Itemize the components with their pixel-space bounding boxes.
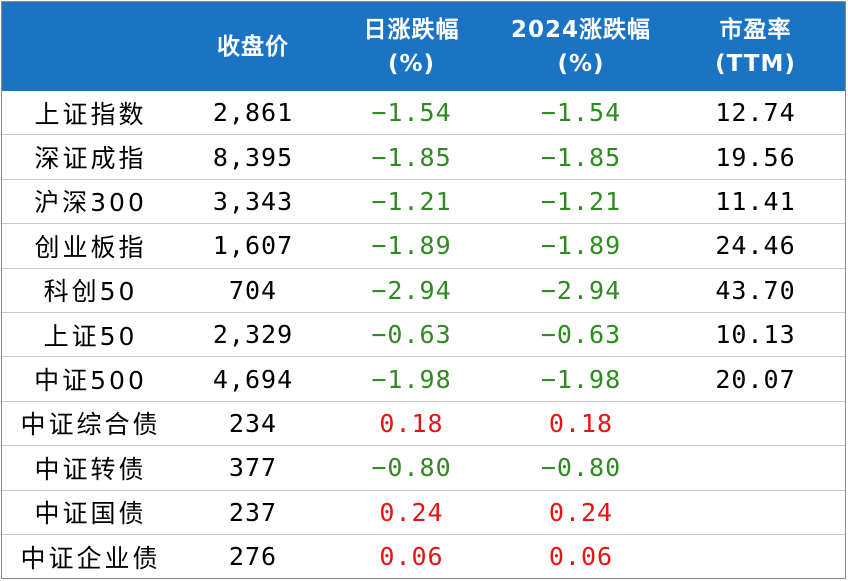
- index-name-cell: 沪深300: [2, 179, 179, 225]
- ytd-change-cell: −1.85: [496, 134, 666, 180]
- pe-ratio-cell: [666, 534, 845, 578]
- header-daily-change-line1: 日涨跌幅: [363, 16, 460, 43]
- index-name-cell: 中证企业债: [20, 543, 161, 573]
- daily-change-cell: −1.54: [327, 91, 496, 136]
- header-pe: 市盈率 (TTM): [666, 2, 845, 91]
- ytd-change-cell: 0.24: [496, 490, 666, 535]
- pe-ratio-cell: [666, 490, 845, 535]
- table-row: 中证国债 237 0.24 0.24: [2, 490, 845, 535]
- table-row: 沪深300 3,343 −1.21 −1.21 11.41: [2, 179, 845, 225]
- close-price-cell: 234: [179, 401, 327, 447]
- header-row: 收盘价 日涨跌幅 (%) 2024涨跌幅 (%) 市盈率 (TTM): [2, 2, 845, 91]
- index-name-cell: 中证500: [2, 356, 179, 402]
- daily-change-cell: 0.06: [379, 542, 444, 572]
- ytd-change-cell: −2.94: [496, 268, 666, 313]
- ytd-change-cell: 0.06: [548, 542, 614, 572]
- pe-ratio-cell: 10.13: [666, 312, 845, 358]
- index-name-cell: 中证国债: [2, 490, 179, 535]
- header-daily-change-unit: (%): [387, 50, 436, 77]
- ytd-change-cell: −1.21: [496, 179, 666, 225]
- daily-change-cell: −1.85: [327, 134, 496, 180]
- header-ytd-change: 2024涨跌幅 (%): [496, 2, 666, 91]
- daily-change-cell: −1.89: [327, 223, 496, 269]
- table-row: 中证500 4,694 −1.98 −1.98 20.07: [2, 356, 845, 402]
- close-price-cell: 237: [179, 490, 327, 535]
- ytd-change-cell: −0.63: [496, 312, 666, 358]
- table-row: 上证指数 2,861 −1.54 −1.54 12.74: [2, 91, 845, 136]
- pe-ratio-cell: 20.07: [666, 356, 845, 402]
- close-price-cell: 377: [179, 445, 327, 491]
- header-daily-change: 日涨跌幅 (%): [327, 2, 496, 91]
- header-close-price-label: 收盘价: [217, 33, 289, 60]
- index-name-cell: 中证转债: [2, 445, 179, 491]
- index-name-cell: 深证成指: [2, 134, 179, 180]
- daily-change-cell: −0.63: [327, 312, 496, 358]
- index-name-cell: 上证指数: [2, 91, 179, 136]
- daily-change-cell: −0.80: [327, 445, 496, 491]
- index-name-cell: 上证50: [2, 312, 179, 358]
- daily-change-cell: −1.98: [327, 356, 496, 402]
- header-pe-line1: 市盈率: [719, 16, 792, 43]
- close-price-cell: 4,694: [179, 356, 327, 402]
- header-close-price: 收盘价: [179, 2, 327, 91]
- pe-ratio-cell: 19.56: [666, 134, 845, 180]
- index-name-cell: 创业板指: [2, 223, 179, 269]
- header-corner: [2, 2, 179, 91]
- close-price-cell: 276: [228, 542, 278, 572]
- table-row: 深证成指 8,395 −1.85 −1.85 19.56: [2, 134, 845, 180]
- close-price-cell: 2,861: [179, 91, 327, 136]
- pe-ratio-cell: 11.41: [666, 179, 845, 225]
- pe-ratio-cell: [666, 401, 845, 447]
- ytd-change-cell: −1.89: [496, 223, 666, 269]
- ytd-change-cell: 0.18: [496, 401, 666, 447]
- close-price-cell: 1,607: [179, 223, 327, 269]
- daily-change-cell: 0.24: [327, 490, 496, 535]
- close-price-cell: 3,343: [179, 179, 327, 225]
- table-body: 上证指数 2,861 −1.54 −1.54 12.74 深证成指 8,395 −1.85 −1…: [2, 91, 845, 578]
- daily-change-cell: −2.94: [327, 268, 496, 313]
- pe-ratio-cell: 12.74: [666, 91, 845, 136]
- ytd-change-cell: −0.80: [496, 445, 666, 491]
- table-row: 中证综合债 234 0.18 0.18: [2, 401, 845, 447]
- pe-ratio-cell: 43.70: [666, 268, 845, 313]
- index-name-cell: 科创50: [2, 268, 179, 313]
- daily-change-cell: 0.18: [327, 401, 496, 447]
- ytd-change-cell: −1.98: [496, 356, 666, 402]
- close-price-cell: 704: [179, 268, 327, 313]
- table-row: 科创50 704 −2.94 −2.94 43.70: [2, 268, 845, 313]
- header-pe-unit: (TTM): [715, 50, 796, 77]
- pe-ratio-cell: 24.46: [666, 223, 845, 269]
- daily-change-cell: −1.21: [327, 179, 496, 225]
- close-price-cell: 8,395: [179, 134, 327, 180]
- table-row: 创业板指 1,607 −1.89 −1.89 24.46: [2, 223, 845, 269]
- table-row: 中证企业债 276 0.06 0.06: [2, 534, 845, 578]
- close-price-cell: 2,329: [179, 312, 327, 358]
- header-ytd-change-line1: 2024涨跌幅: [510, 16, 651, 43]
- header-ytd-change-unit: (%): [557, 50, 605, 77]
- table-header: 收盘价 日涨跌幅 (%) 2024涨跌幅 (%) 市盈率 (TTM): [2, 2, 845, 91]
- ytd-change-cell: −1.54: [496, 91, 666, 136]
- table-row: 中证转债 377 −0.80 −0.80: [2, 445, 845, 491]
- pe-ratio-cell: [666, 445, 845, 491]
- table-row: 上证50 2,329 −0.63 −0.63 10.13: [2, 312, 845, 358]
- index-name-cell: 中证综合债: [2, 401, 179, 447]
